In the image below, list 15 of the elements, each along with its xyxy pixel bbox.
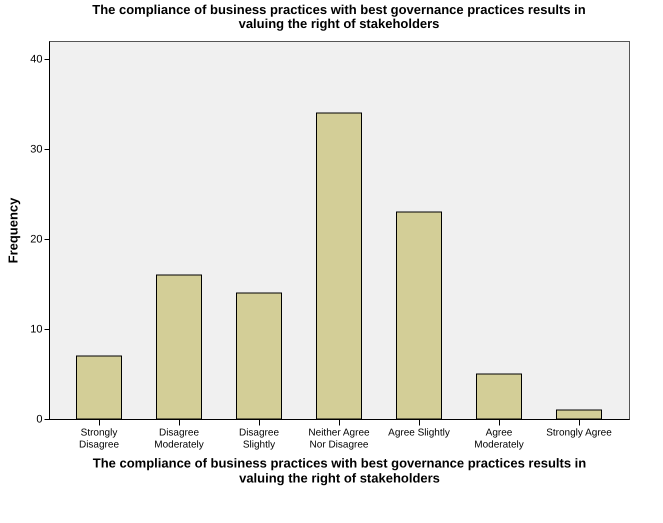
x-tick-label: Strongly Agree — [546, 428, 612, 438]
x-tick-label: Neither Agree Nor Disagree — [308, 428, 370, 450]
y-tick-label: 40 — [30, 54, 42, 66]
x-tick-label: Disagree Moderately — [154, 428, 204, 450]
y-tick-label: 0 — [36, 414, 42, 426]
y-tick-label: 30 — [30, 144, 42, 156]
x-tick-label: Disagree Slightly — [238, 428, 280, 450]
x-axis-title: The compliance of business practices with best governance practices results in valuing the right of stakeholders — [92, 456, 586, 486]
y-axis-title: Frequency — [5, 196, 20, 264]
x-tick-label: Agree Moderately — [474, 428, 524, 450]
x-tick-label: Strongly Disagree — [78, 428, 120, 450]
x-tick-label: Agree Slightly — [388, 428, 450, 438]
chart-title: The compliance of business practices with best governance practices results in valuing the right of stakeholders — [92, 2, 586, 31]
y-tick-label: 20 — [30, 234, 42, 246]
y-tick-label: 10 — [30, 324, 42, 336]
